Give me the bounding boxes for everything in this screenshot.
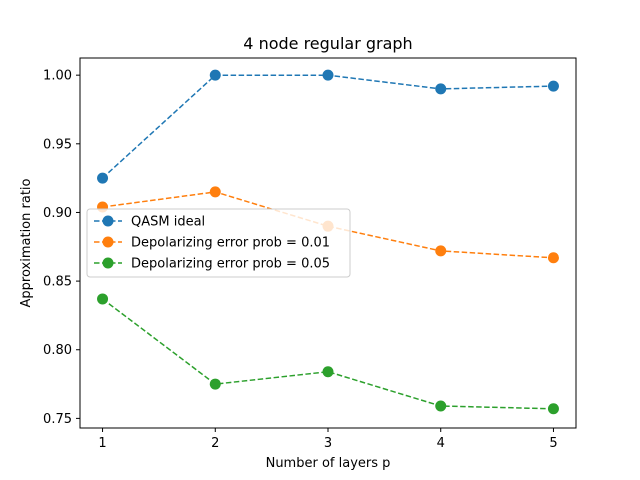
series-1: [97, 69, 559, 184]
data-point: [209, 186, 221, 198]
data-point: [209, 378, 221, 390]
series-line: [102, 298, 554, 410]
data-point: [209, 69, 221, 81]
data-point: [435, 83, 447, 95]
legend-marker: [102, 257, 114, 269]
legend-label: Depolarizing error prob = 0.01: [131, 236, 330, 251]
chart-title: 4 node regular graph: [243, 34, 412, 53]
x-tick-label: 2: [211, 436, 219, 451]
data-point: [322, 366, 334, 378]
y-tick-label: 0.95: [43, 137, 72, 152]
y-tick-label: 0.80: [43, 343, 72, 358]
legend-item: Depolarizing error prob = 0.01: [94, 236, 330, 251]
legend-item: Depolarizing error prob = 0.05: [94, 257, 330, 272]
legend-label: Depolarizing error prob = 0.05: [131, 257, 330, 272]
legend-item: QASM ideal: [94, 215, 205, 230]
legend-box: [86, 208, 351, 278]
y-axis-ticks: 0.75 0.80 0.85 0.90 0.95 1.00: [43, 69, 80, 427]
data-point: [322, 69, 334, 81]
series-line: [102, 191, 554, 259]
data-point: [435, 245, 447, 257]
data-point: [547, 80, 559, 92]
legend-marker: [102, 215, 114, 227]
data-point: [97, 172, 109, 184]
x-axis-ticks: 1 2 3 4 5: [98, 428, 558, 451]
y-tick-label: 0.75: [43, 412, 72, 427]
data-point: [547, 252, 559, 264]
x-tick-label: 5: [549, 436, 557, 451]
data-point: [97, 293, 109, 305]
x-tick-label: 3: [324, 436, 332, 451]
x-axis-label: Number of layers p: [266, 456, 391, 471]
legend-marker: [102, 236, 114, 248]
y-axis-label: Approximation ratio: [19, 178, 34, 307]
y-tick-label: 0.90: [43, 206, 72, 221]
y-tick-label: 0.85: [43, 275, 72, 290]
legend-label: QASM ideal: [131, 215, 205, 230]
legend: QASM ideal Depolarizing error prob = 0.01…: [86, 208, 351, 278]
y-tick-label: 1.00: [43, 69, 72, 84]
legend-items: QASM ideal Depolarizing error prob = 0.01…: [94, 215, 330, 272]
data-point: [435, 400, 447, 412]
data-point: [547, 403, 559, 415]
x-tick-label: 1: [98, 436, 106, 451]
series-3: [97, 293, 559, 415]
x-tick-label: 4: [437, 436, 445, 451]
